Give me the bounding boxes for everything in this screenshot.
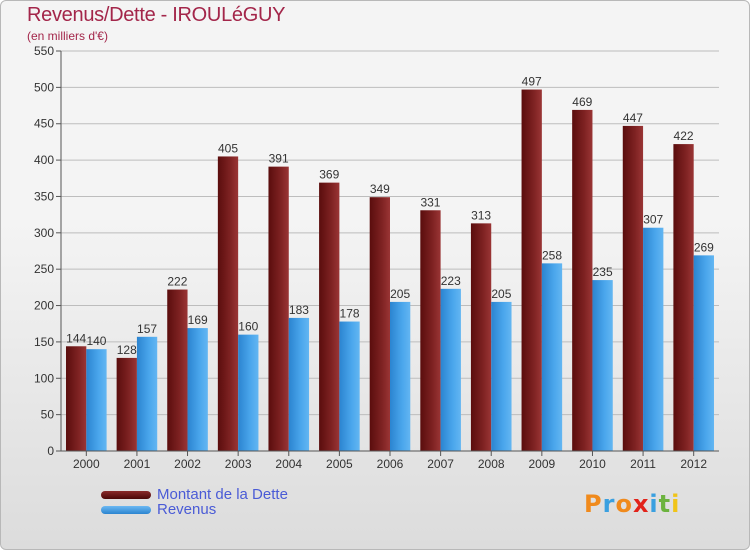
bar-revenus <box>136 336 158 451</box>
y-tick-label: 150 <box>34 335 54 349</box>
data-label-dette: 405 <box>218 141 238 155</box>
data-label-revenus: 178 <box>340 307 360 321</box>
bar-dette <box>268 166 289 452</box>
bar-dette <box>167 289 188 451</box>
data-label-dette: 497 <box>522 75 542 89</box>
y-tick-label: 0 <box>47 444 54 458</box>
logo-letter: o <box>615 490 633 518</box>
bar-dette <box>673 144 694 451</box>
bar-dette <box>217 156 239 452</box>
chart-title: Revenus/Dette - IROULéGUY <box>27 4 286 26</box>
bar-revenus <box>643 227 664 451</box>
proxiti-logo: Proxiti <box>584 490 680 518</box>
data-label-revenus: 307 <box>643 213 663 227</box>
x-tick-label: 2005 <box>326 457 353 471</box>
data-label-revenus: 269 <box>694 240 714 254</box>
bar-dette <box>116 357 137 451</box>
bar-revenus <box>288 317 310 451</box>
legend-swatch-dette <box>101 491 151 499</box>
bar-dette <box>319 182 340 452</box>
data-label-dette: 469 <box>572 95 592 109</box>
data-label-revenus: 205 <box>491 287 511 301</box>
y-tick-label: 500 <box>34 80 54 94</box>
y-tick-label: 200 <box>34 299 54 313</box>
bar-dette <box>622 125 644 451</box>
x-tick-label: 2006 <box>377 457 404 471</box>
y-tick-label: 50 <box>41 408 55 422</box>
bar-dette <box>572 109 593 451</box>
bar-revenus <box>390 301 411 451</box>
x-tick-label: 2011 <box>630 457 656 471</box>
data-label-dette: 349 <box>370 182 390 196</box>
y-tick-label: 550 <box>34 44 54 58</box>
bar-revenus <box>440 288 461 451</box>
data-label-dette: 391 <box>269 152 289 166</box>
data-label-dette: 369 <box>319 168 339 182</box>
x-tick-label: 2002 <box>174 457 201 471</box>
bar-revenus <box>238 334 259 451</box>
data-label-revenus: 235 <box>593 265 613 279</box>
data-label-dette: 144 <box>66 331 86 345</box>
data-label-revenus: 169 <box>188 313 208 327</box>
logo-letter: i <box>649 490 659 518</box>
x-tick-label: 2009 <box>528 457 555 471</box>
logo-letter: t <box>658 490 672 518</box>
x-tick-label: 2000 <box>73 457 100 471</box>
y-tick-label: 100 <box>34 371 54 385</box>
data-label-dette: 222 <box>167 275 187 289</box>
y-tick-label: 250 <box>34 262 54 276</box>
data-label-dette: 422 <box>674 129 694 143</box>
logo-letter: P <box>584 490 603 518</box>
bar-dette <box>369 197 390 451</box>
y-tick-label: 300 <box>34 226 54 240</box>
data-label-dette: 447 <box>623 111 643 125</box>
legend-label-revenus: Revenus <box>157 501 217 518</box>
data-label-revenus: 223 <box>441 274 461 288</box>
data-label-revenus: 205 <box>390 287 410 301</box>
x-tick-label: 2003 <box>225 457 252 471</box>
data-label-revenus: 258 <box>542 248 562 262</box>
logo-letter: r <box>602 490 616 518</box>
data-label-dette: 331 <box>420 195 440 209</box>
bar-dette <box>470 223 492 451</box>
bar-revenus <box>592 280 613 451</box>
data-label-revenus: 160 <box>238 320 258 334</box>
logo-letter: i <box>671 490 681 518</box>
y-tick-label: 350 <box>34 189 54 203</box>
bar-revenus <box>86 349 107 451</box>
data-label-revenus: 140 <box>86 334 106 348</box>
y-tick-label: 400 <box>34 153 54 167</box>
bar-dette <box>66 346 87 451</box>
data-label-dette: 128 <box>117 343 137 357</box>
data-label-revenus: 157 <box>137 322 157 336</box>
x-tick-label: 2012 <box>680 457 707 471</box>
x-tick-label: 2001 <box>124 457 151 471</box>
x-tick-label: 2010 <box>579 457 606 471</box>
data-label-revenus: 183 <box>289 303 309 317</box>
x-tick-label: 2004 <box>275 457 302 471</box>
legend-label-dette: Montant de la Dette <box>157 486 288 503</box>
x-tick-label: 2007 <box>427 457 454 471</box>
legend-swatch-revenus <box>101 506 151 514</box>
bar-revenus <box>491 301 512 451</box>
bar-revenus <box>693 255 714 451</box>
bar-dette <box>420 210 441 451</box>
bar-dette <box>521 89 542 451</box>
bar-revenus <box>541 263 563 451</box>
chart-subtitle: (en milliers d'€) <box>27 29 108 43</box>
bar-revenus <box>339 321 360 451</box>
data-label-dette: 313 <box>471 208 491 222</box>
x-tick-label: 2008 <box>478 457 505 471</box>
y-tick-label: 450 <box>34 117 54 131</box>
logo-letter: x <box>632 490 650 518</box>
bar-revenus <box>187 328 208 451</box>
